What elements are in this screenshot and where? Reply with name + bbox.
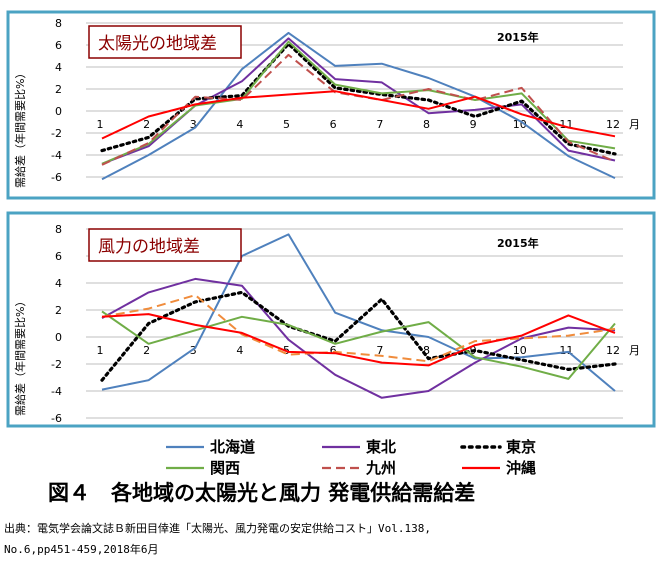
wind-y-tick-label: -6 [51, 412, 62, 425]
figure-title: 図４ 各地域の太陽光と風力 発電供給需給差 [48, 481, 475, 505]
legend-label: 沖縄 [506, 459, 536, 477]
wind-y-tick-label: 2 [55, 304, 62, 317]
wind-y-tick-labels: 8 6 4 2 0 -2 -4 -6 [51, 223, 62, 425]
solar-x-tick-label: 10 [513, 118, 527, 131]
solar-series-line-4 [101, 40, 616, 165]
wind-x-tick-label: 2 [143, 344, 150, 357]
legend-label: 北海道 [210, 438, 255, 456]
wind-series-lines [100, 233, 617, 399]
solar-x-tick-labels: 1 2 3 4 5 6 7 8 9 10 11 12 月 [97, 118, 641, 131]
solar-title-box [88, 25, 242, 59]
solar-x-tick-label: 12 [606, 118, 620, 131]
wind-chart-title: 風力の地域差 [98, 237, 200, 257]
wind-series-line-2 [101, 277, 616, 399]
solar-y-tick-label: 2 [55, 83, 62, 96]
wind-x-tick-label: 8 [423, 344, 430, 357]
wind-x-tick-label: 12 [606, 344, 620, 357]
solar-y-tick-label: 0 [55, 105, 62, 118]
wind-x-tick-label: 7 [376, 344, 383, 357]
solar-x-tick-label: 8 [423, 118, 430, 131]
wind-title-box [88, 228, 242, 262]
solar-x-tick-label: 4 [236, 118, 243, 131]
source-line-2: No.6,pp451-459,2018年6月 [4, 542, 158, 556]
solar-series-lines [100, 31, 617, 181]
source-line-1: 出典：電気学会論文誌Ｂ新田目倖進「太陽光、風力発電の安定供給コスト」Vol.13… [4, 521, 431, 535]
solar-x-tick-label: 1 [97, 118, 104, 131]
wind-y-tick-label: -4 [51, 385, 62, 398]
wind-year-label: 2015年 [497, 236, 539, 250]
wind-y-tick-label: 6 [55, 250, 62, 263]
legend-label: 関西 [210, 459, 240, 477]
solar-chart-title: 太陽光の地域差 [98, 34, 217, 54]
wind-x-tick-label: 6 [330, 344, 337, 357]
solar-x-tick-label: 6 [330, 118, 337, 131]
solar-x-tick-label: 2 [143, 118, 150, 131]
wind-y-tick-label: 4 [55, 277, 62, 290]
wind-x-tick-label: 3 [190, 344, 197, 357]
wind-y-tick-label: -2 [51, 358, 62, 371]
wind-series-line-1 [101, 233, 616, 392]
legend-label: 九州 [365, 459, 396, 477]
solar-y-tick-label: -2 [51, 127, 62, 140]
wind-series-line-3 [100, 290, 617, 382]
legend-label: 東京 [506, 438, 536, 456]
wind-y-axis-label: 需給差（年間需要比%） [13, 296, 27, 416]
solar-x-tick-label: 3 [190, 118, 197, 131]
solar-series-line-1 [101, 31, 616, 181]
solar-y-tick-label: -4 [51, 149, 62, 162]
wind-x-tick-label: 4 [236, 344, 243, 357]
solar-x-tick-label: 7 [376, 118, 383, 131]
wind-x-tick-label: 1 [97, 344, 104, 357]
solar-year-label: 2015年 [497, 30, 539, 44]
wind-y-tick-label: 8 [55, 223, 62, 236]
wind-series-line-4 [101, 310, 616, 380]
legend-label: 東北 [366, 438, 396, 456]
solar-series-line-6 [101, 90, 616, 140]
wind-series-line-5 [101, 294, 616, 363]
solar-y-tick-label: 8 [55, 17, 62, 30]
wind-x-tick-label: 10 [513, 344, 527, 357]
solar-y-tick-labels: 8 6 4 2 0 -2 -4 -6 [51, 17, 62, 184]
solar-y-tick-label: 4 [55, 61, 62, 74]
wind-series-line-6 [101, 313, 616, 367]
solar-y-tick-label: 6 [55, 39, 62, 52]
wind-y-tick-label: 0 [55, 331, 62, 344]
solar-x-tick-label: 9 [470, 118, 477, 131]
solar-y-axis-label: 需給差（年間需要比%） [13, 68, 27, 188]
solar-y-tick-label: -6 [51, 171, 62, 184]
solar-month-unit: 月 [629, 118, 640, 131]
wind-month-unit: 月 [629, 344, 640, 357]
solar-x-tick-label: 5 [283, 118, 290, 131]
wind-x-tick-labels: 1 2 3 4 5 6 7 8 9 10 11 12 月 [97, 344, 641, 357]
